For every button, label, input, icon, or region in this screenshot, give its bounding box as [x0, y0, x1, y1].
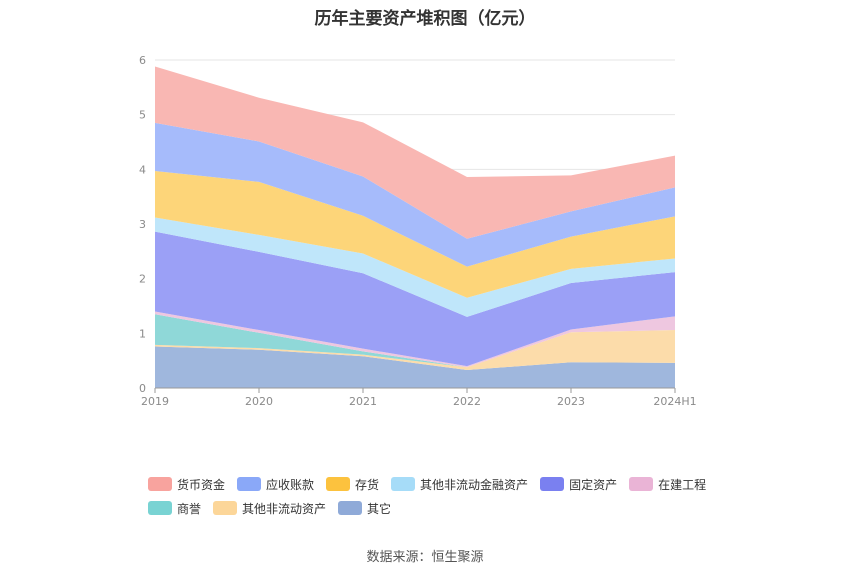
legend-label: 其他非流动金融资产	[420, 477, 529, 492]
legend-swatch	[540, 477, 565, 491]
area-series	[155, 66, 675, 239]
legend-row: 商誉 其他非流动资产 其它	[148, 496, 748, 520]
stacked-area-chart: 0 1 2 3 4 5 6 2019 2020 2021 2022 2023 2024H1	[139, 54, 697, 408]
legend-label: 货币资金	[177, 477, 226, 492]
legend-swatch	[629, 477, 654, 491]
x-tick-label: 2020	[245, 395, 273, 408]
x-tick-label: 2024H1	[653, 395, 696, 408]
legend-label: 存货	[355, 477, 380, 492]
area-series	[155, 314, 675, 368]
legend-swatch	[391, 477, 416, 491]
y-tick-label: 1	[139, 327, 146, 340]
area-series	[155, 231, 675, 367]
legend-swatch	[338, 501, 363, 515]
legend-item[interactable]: 货币资金	[148, 476, 225, 493]
area-series	[155, 330, 675, 370]
legend-item[interactable]: 其他非流动金融资产	[391, 476, 528, 493]
legend-label: 在建工程	[658, 477, 707, 492]
chart-title: 历年主要资产堆积图（亿元）	[314, 9, 536, 29]
legend-item[interactable]: 应收账款	[237, 476, 314, 493]
legend-item[interactable]: 在建工程	[629, 476, 706, 493]
legend-item[interactable]: 商誉	[148, 500, 201, 517]
legend-swatch	[237, 477, 262, 491]
x-tick-label: 2022	[453, 395, 481, 408]
legend-item[interactable]: 固定资产	[540, 476, 617, 493]
area-series	[155, 170, 675, 298]
y-tick-label: 3	[139, 218, 146, 231]
legend-swatch	[213, 501, 238, 515]
legend-swatch	[148, 477, 172, 491]
legend: 货币资金 应收账款 存货 其他非流动金融资产 固定资产 在建工程 商誉 其他非流动资产 其它	[148, 472, 748, 520]
area-series	[155, 122, 675, 267]
legend-label: 应收账款	[266, 477, 315, 492]
y-tick-label: 5	[139, 109, 146, 122]
legend-row: 货币资金 应收账款 存货 其他非流动金融资产 固定资产 在建工程	[148, 472, 748, 496]
legend-swatch	[326, 477, 351, 491]
x-tick-label: 2019	[141, 395, 169, 408]
legend-label: 其他非流动资产	[242, 501, 327, 516]
x-tick-label: 2021	[349, 395, 377, 408]
legend-item[interactable]: 其他非流动资产	[213, 500, 326, 517]
legend-label: 固定资产	[569, 477, 618, 492]
area-series	[155, 217, 675, 317]
data-source-note: 数据来源：恒生聚源	[366, 550, 484, 565]
y-tick-label: 6	[139, 54, 146, 67]
x-tick-label: 2023	[557, 395, 585, 408]
y-tick-label: 2	[139, 273, 146, 286]
legend-label: 其它	[367, 501, 392, 516]
y-tick-label: 4	[139, 163, 146, 176]
legend-item[interactable]: 其它	[338, 500, 391, 517]
legend-item[interactable]: 存货	[326, 476, 379, 493]
y-tick-label: 0	[139, 382, 146, 395]
area-series	[155, 346, 675, 388]
legend-label: 商誉	[177, 501, 202, 516]
legend-swatch	[148, 501, 172, 515]
